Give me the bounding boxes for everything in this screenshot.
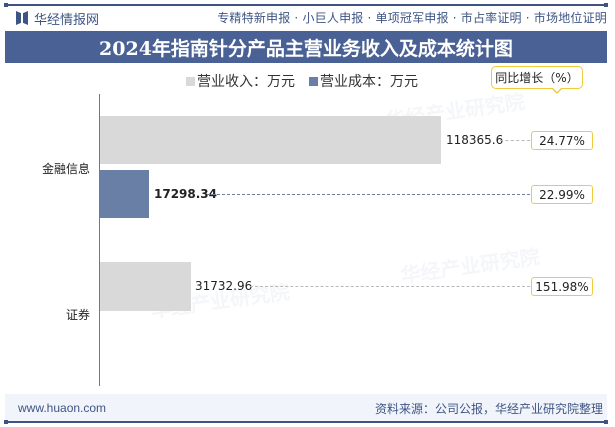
watermark: 华经产业研究院: [399, 244, 542, 288]
bar-revenue-securities[interactable]: [100, 262, 191, 311]
leader-line: [250, 286, 530, 287]
legend-label-revenue: 营业收入：万元: [197, 74, 295, 90]
site-logo[interactable]: 华经情报网: [16, 9, 100, 28]
leader-line: [207, 194, 530, 195]
y-axis-line: [99, 94, 100, 386]
footer-bottom-line: [4, 420, 608, 424]
value-label-revenue: 31732.96: [195, 279, 253, 293]
callout-tail-inner: [552, 87, 562, 92]
chart-title: 2024年指南针分产品主营业务收入及成本统计图: [5, 31, 607, 63]
logo-icon: [16, 11, 28, 25]
footer-bar: [5, 394, 607, 421]
legend-swatch-cost: [309, 76, 318, 86]
growth-badge: 22.99%: [531, 185, 593, 204]
legend-swatch-revenue: [186, 76, 195, 86]
category-label: 金融信息: [41, 162, 90, 176]
value-label-revenue: 118365.6: [446, 133, 504, 147]
growth-badge: 151.98%: [531, 277, 593, 296]
bar-cost-finance-info[interactable]: [100, 170, 149, 218]
footer-url-link[interactable]: www.huaon.com: [18, 401, 107, 415]
legend-item-cost: 营业成本：万元: [309, 71, 418, 91]
chart-legend: 营业收入：万元 营业成本：万元: [186, 71, 418, 91]
legend-label-cost: 营业成本：万元: [320, 74, 418, 90]
growth-badge: 24.77%: [531, 131, 593, 150]
header-nav-links[interactable]: 专精特新申报 · 小巨人申报 · 单项冠军申报 · 市占率证明 · 市场地位证明: [217, 11, 607, 25]
legend-item-revenue: 营业收入：万元: [186, 71, 295, 91]
footer-source: 资料来源：公司公报，华经产业研究院整理: [374, 402, 603, 416]
bar-revenue-finance-info[interactable]: [100, 116, 441, 164]
logo-text: 华经情报网: [34, 12, 100, 28]
value-label-cost: 17298.34: [154, 187, 218, 201]
growth-callout: 同比增长（%）: [491, 66, 583, 89]
category-label: 证券: [65, 308, 90, 322]
header-top-line: [4, 3, 608, 7]
leader-line: [500, 140, 530, 141]
